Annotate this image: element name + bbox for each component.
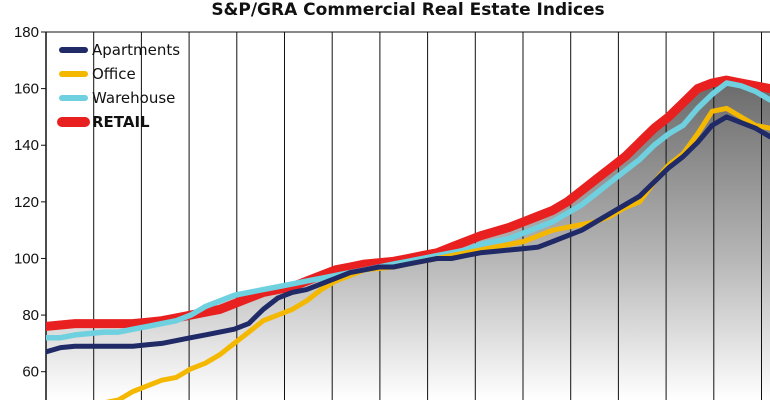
series-lines xyxy=(46,75,770,400)
y-tick-label: 160 xyxy=(14,81,39,98)
y-tick-label: 140 xyxy=(14,137,39,154)
area-fill xyxy=(46,80,770,400)
y-tick-label: 180 xyxy=(14,24,39,41)
y-tick-label: 80 xyxy=(22,307,39,324)
legend-label-office: Office xyxy=(92,65,136,83)
y-axis: 60 80 100 120 140 160 180 xyxy=(14,24,47,400)
legend-label-warehouse: Warehouse xyxy=(92,89,175,107)
legend: Apartments Office Warehouse RETAIL xyxy=(57,41,180,131)
y-tick-label: 60 xyxy=(22,364,39,381)
y-tick-label: 120 xyxy=(14,194,39,211)
y-tick-label: 100 xyxy=(14,250,39,267)
chart-title: S&P/GRA Commercial Real Estate Indices xyxy=(211,0,604,20)
legend-label-apartments: Apartments xyxy=(92,41,180,59)
grid-lines xyxy=(45,31,770,400)
area-under-lines xyxy=(46,80,770,400)
series-line-apartments xyxy=(46,114,770,355)
legend-label-retail: RETAIL xyxy=(92,113,150,131)
series-line-warehouse xyxy=(46,80,770,341)
